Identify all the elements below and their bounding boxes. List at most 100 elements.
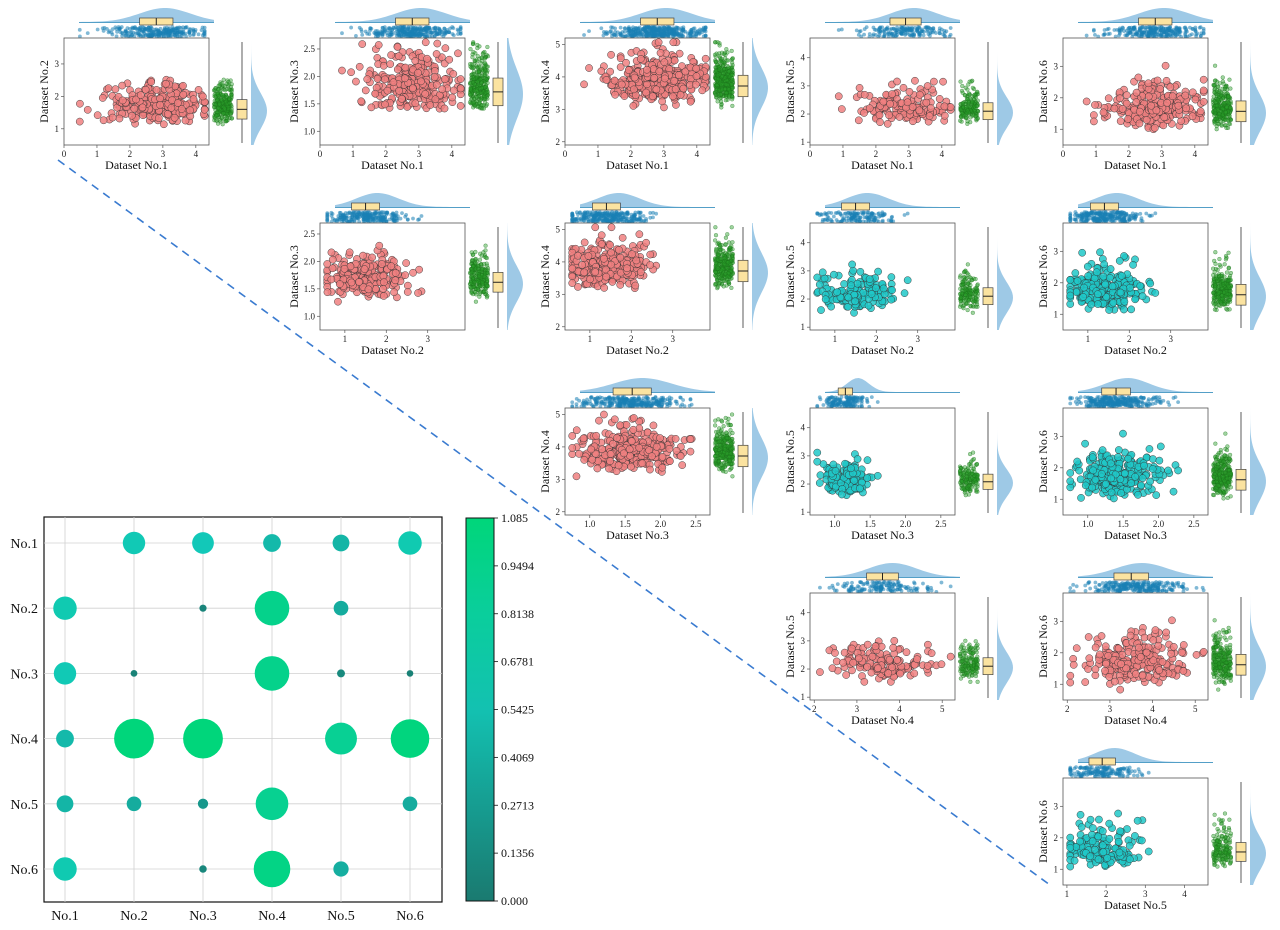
scatter-point: [423, 54, 431, 63]
right-jitter-point: [474, 57, 479, 62]
right-jitter-point: [967, 92, 972, 97]
scatter-point: [371, 89, 380, 98]
scatter-point: [617, 80, 626, 89]
x-tick-label: 4: [450, 149, 455, 159]
top-rug-point: [416, 29, 420, 34]
top-rug-point: [1127, 26, 1131, 30]
scatter-point: [580, 80, 588, 89]
right-jitter-point: [229, 116, 234, 121]
top-rug-point: [370, 216, 375, 220]
x-tick-label: 1: [596, 149, 601, 159]
right-jitter-point: [729, 76, 735, 81]
scatter-point: [930, 77, 938, 86]
top-rug-point: [85, 31, 90, 35]
right-jitter-point: [1218, 119, 1223, 124]
right-jitter-point: [1213, 108, 1218, 113]
scatter-point: [652, 85, 661, 94]
y-tick-label: 1: [55, 124, 60, 134]
x-tick-label: 4: [940, 149, 945, 159]
right-jitter-point: [484, 70, 490, 75]
scatter-point: [440, 75, 449, 83]
scatter-point: [352, 77, 360, 86]
right-jitter-point: [959, 114, 964, 120]
top-rug-point: [887, 32, 891, 36]
top-rug-point: [931, 29, 936, 33]
right-jitter-point: [965, 108, 970, 113]
right-jitter-point: [725, 58, 731, 63]
top-rug-point: [694, 34, 699, 38]
top-rug-point: [141, 33, 145, 38]
scatter-point: [323, 288, 332, 297]
scatter-point: [905, 88, 914, 96]
top-rug-point: [413, 32, 418, 37]
right-jitter-point: [483, 76, 488, 81]
right-jitter-point: [485, 284, 490, 289]
scatter-point: [1122, 91, 1131, 99]
scatter-point: [885, 111, 893, 120]
scatter-point: [1188, 88, 1197, 97]
right-jitter-point: [477, 100, 482, 105]
top-rug-point: [619, 33, 624, 38]
scatter-point: [597, 67, 606, 75]
scatter-point: [334, 297, 342, 306]
scatter-point: [940, 102, 949, 111]
scatter-point: [624, 66, 633, 74]
scatter-point: [1134, 73, 1143, 82]
scatter-point: [327, 248, 336, 257]
top-rug-point: [325, 212, 330, 217]
scatter-point: [394, 52, 403, 60]
top-rug-point: [948, 32, 953, 37]
scatter-point: [438, 85, 446, 94]
y-tick-label: 1.0: [304, 311, 316, 321]
y-tick-label: 2: [1054, 93, 1059, 103]
scatter-point: [379, 285, 387, 293]
scatter-point: [1199, 86, 1208, 95]
top-rug-point: [410, 27, 415, 32]
scatter-point: [658, 97, 666, 106]
top-rug-point: [172, 33, 177, 38]
scatter-point: [1118, 105, 1127, 113]
right-jitter-point: [226, 87, 232, 92]
scatter-point: [1135, 119, 1144, 128]
top-rug-point: [357, 210, 361, 215]
top-rug-point: [1168, 27, 1173, 32]
scatter-point: [939, 77, 947, 86]
top-rug-point: [618, 25, 623, 30]
scatter-point: [616, 63, 625, 71]
scatter-point: [401, 271, 410, 279]
top-rug-point: [613, 26, 618, 31]
scatter-point: [908, 103, 917, 111]
top-rug-point: [140, 28, 145, 33]
top-rug-point: [144, 27, 149, 32]
right-jitter-point: [475, 42, 480, 48]
right-jitter-point: [1213, 63, 1218, 68]
top-rug-point: [626, 26, 631, 31]
scatter-point: [1188, 112, 1197, 121]
right-jitter-point: [224, 115, 229, 120]
top-rug-point: [612, 33, 617, 38]
right-jitter-point: [469, 290, 474, 296]
right-jitter-point: [482, 274, 487, 279]
right-jitter-point: [221, 111, 226, 116]
scatter-point: [1132, 98, 1141, 106]
top-rug-point: [125, 26, 130, 31]
top-rug-point: [158, 26, 163, 31]
top-rug-point: [77, 27, 82, 32]
right-jitter-point: [227, 100, 232, 106]
top-rug-point: [1149, 28, 1154, 32]
top-rug-point: [397, 28, 401, 33]
top-rug-point: [164, 27, 168, 32]
y-tick-label: 2: [55, 91, 60, 101]
right-jitter-point: [718, 59, 723, 64]
y-axis-title: Dataset No.5: [783, 60, 797, 123]
top-rug-point: [1197, 25, 1202, 30]
scatter-point: [893, 77, 901, 86]
top-rug-point: [411, 216, 415, 221]
right-jitter-point: [473, 103, 478, 108]
top-rug-point: [346, 211, 350, 216]
right-jitter-point: [1213, 116, 1218, 122]
right-jitter-point: [720, 63, 726, 68]
